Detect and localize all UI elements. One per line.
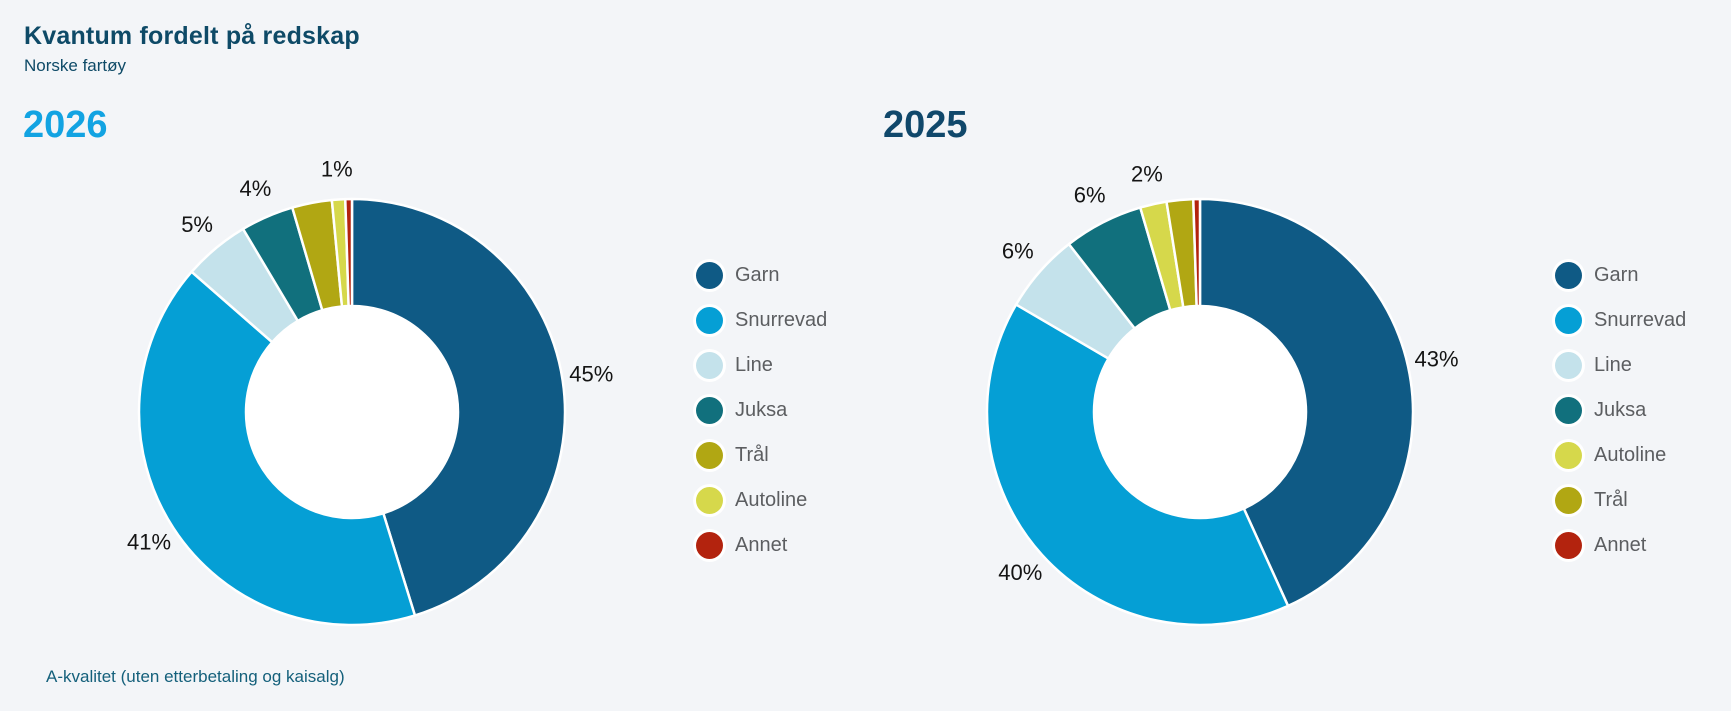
slice-label-snurrevad: 41% [127,530,171,555]
legend-item-garn[interactable]: Garn [1555,253,1686,298]
footnote: A-kvalitet (uten etterbetaling og kaisal… [46,667,345,686]
legend-swatch-trl [696,442,723,469]
slice-label-garn: 43% [1415,347,1459,372]
slice-label-line: 6% [1002,239,1034,264]
legend-item-snurrevad[interactable]: Snurrevad [1555,298,1686,343]
legend-swatch-annet [1555,532,1582,559]
page-title: Kvantum fordelt på redskap [24,22,360,50]
legend-item-annet[interactable]: Annet [696,523,827,568]
legend-item-line[interactable]: Line [696,343,827,388]
legend-item-autoline[interactable]: Autoline [696,478,827,523]
legend-item-trl[interactable]: Trål [696,433,827,478]
slice-label-line: 5% [181,212,213,237]
slice-label-juksa: 4% [240,176,272,201]
legend-item-trl[interactable]: Trål [1555,478,1686,523]
legend-swatch-autoline [696,487,723,514]
legend-label: Line [1594,354,1632,376]
legend-label: Juksa [1594,399,1647,421]
legend-label: Autoline [1594,444,1667,466]
legend-swatch-garn [696,262,723,289]
legend-item-line[interactable]: Line [1555,343,1686,388]
legend-item-annet[interactable]: Annet [1555,523,1686,568]
slice-label-autoline: 1% [321,156,353,181]
page-subtitle: Norske fartøy [24,56,127,75]
donut-chart-left: 45% 41% 5% 4% 1% [127,156,613,627]
legend-left: Garn Snurrevad Line Juksa Trål Autoline Annet [696,253,827,568]
legend-label: Annet [1594,534,1647,556]
slice-label-garn: 45% [569,362,613,387]
legend-right: Garn Snurrevad Line Juksa Autoline Trål Annet [1555,253,1686,568]
donut-hole [1094,306,1306,518]
legend-label: Trål [1594,489,1628,511]
legend-label: Line [735,354,773,376]
chart-year-title-2026: 2026 [23,104,108,146]
legend-item-autoline[interactable]: Autoline [1555,433,1686,478]
legend-swatch-garn [1555,262,1582,289]
legend-label: Snurrevad [1594,309,1687,331]
legend-swatch-juksa [696,397,723,424]
slice-label-juksa: 6% [1074,182,1106,207]
legend-swatch-autoline [1555,442,1582,469]
legend-swatch-trl [1555,487,1582,514]
legend-label: Juksa [735,399,788,421]
legend-swatch-juksa [1555,397,1582,424]
legend-item-juksa[interactable]: Juksa [1555,388,1686,433]
legend-label: Garn [1594,264,1639,286]
legend-item-juksa[interactable]: Juksa [696,388,827,433]
slice-label-snurrevad: 40% [998,560,1042,585]
legend-swatch-line [1555,352,1582,379]
chart-year-title-2025: 2025 [883,104,968,146]
legend-swatch-line [696,352,723,379]
legend-label: Snurrevad [735,309,828,331]
slice-label-autoline: 2% [1131,162,1163,187]
legend-swatch-snurrevad [1555,307,1582,334]
legend-label: Garn [735,264,780,286]
legend-swatch-snurrevad [696,307,723,334]
legend-label: Annet [735,534,788,556]
donut-chart-right: 43% 40% 6% 6% 2% [985,162,1459,627]
legend-item-garn[interactable]: Garn [696,253,827,298]
legend-item-snurrevad[interactable]: Snurrevad [696,298,827,343]
legend-label: Autoline [735,489,808,511]
donut-hole [246,306,458,518]
legend-label: Trål [735,444,769,466]
legend-swatch-annet [696,532,723,559]
slice-snurrevad[interactable] [137,270,417,627]
